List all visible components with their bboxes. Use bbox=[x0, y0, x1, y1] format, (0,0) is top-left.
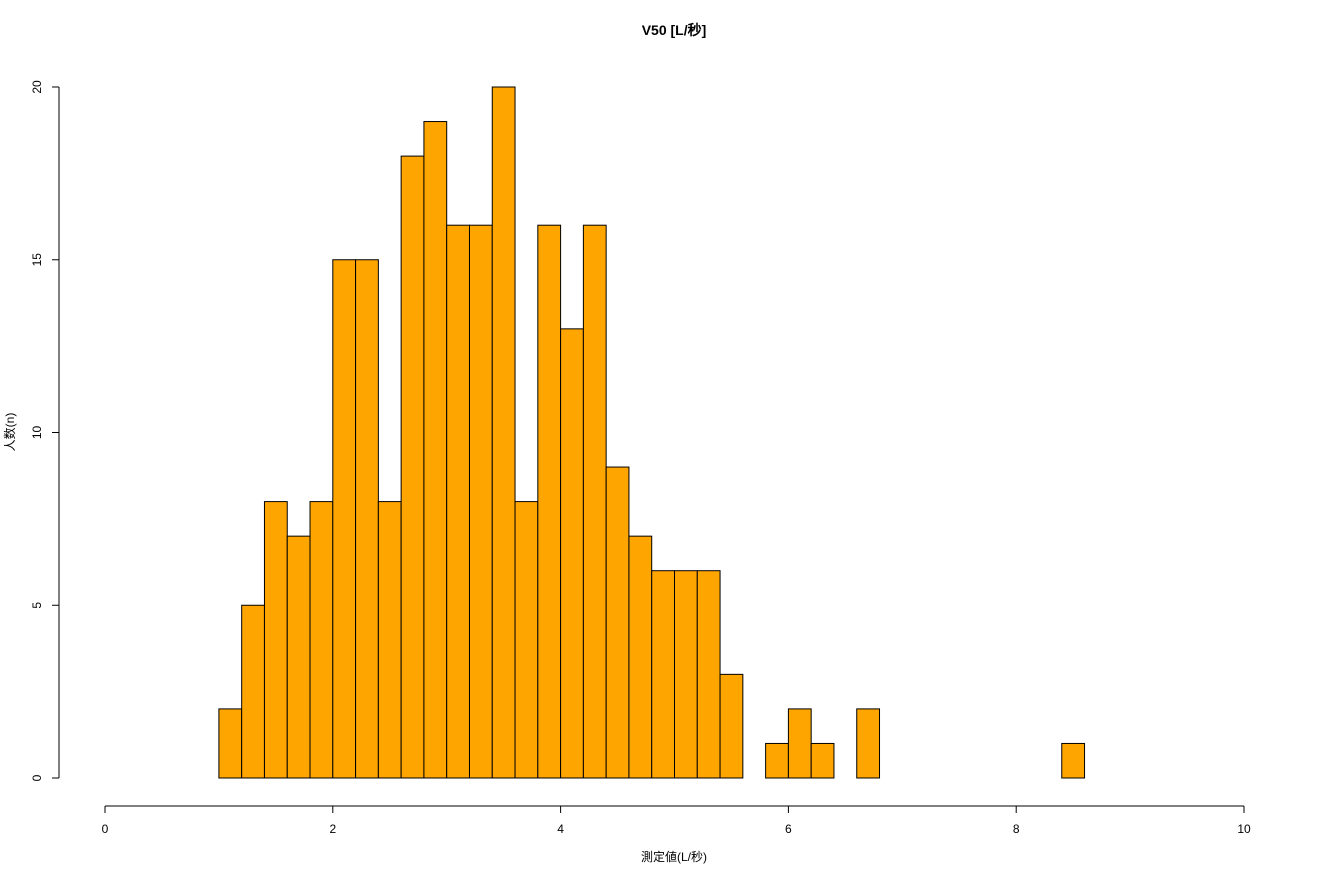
x-tick-label: 2 bbox=[329, 822, 336, 836]
histogram-bar bbox=[400, 155, 425, 779]
x-tick-label: 10 bbox=[1237, 822, 1251, 836]
x-axis-label: 測定値(L/秒) bbox=[641, 849, 707, 864]
histogram-bar bbox=[332, 259, 357, 779]
y-axis: 0 5 10 15 20 bbox=[30, 80, 60, 781]
histogram-bar bbox=[856, 708, 881, 779]
histogram-bar bbox=[810, 742, 835, 779]
x-tick-label: 6 bbox=[785, 822, 792, 836]
bars-group bbox=[218, 86, 1086, 779]
y-tick-label: 20 bbox=[30, 80, 44, 94]
histogram-bar bbox=[696, 570, 721, 779]
x-axis: 0 2 4 6 8 10 bbox=[102, 805, 1251, 836]
histogram-bar bbox=[560, 328, 584, 779]
y-tick-label: 5 bbox=[30, 602, 44, 609]
histogram-bar bbox=[309, 501, 334, 779]
histogram-bar bbox=[1061, 742, 1086, 779]
histogram-bar bbox=[468, 224, 493, 779]
y-tick-label: 15 bbox=[30, 253, 44, 267]
histogram-bar bbox=[423, 121, 448, 779]
y-tick-label: 0 bbox=[30, 774, 44, 781]
histogram-bar bbox=[787, 708, 812, 779]
histogram-bar bbox=[605, 466, 630, 779]
histogram-bar bbox=[355, 259, 379, 779]
histogram-bar bbox=[286, 535, 311, 779]
histogram-bar bbox=[446, 224, 470, 779]
x-tick-label: 8 bbox=[1013, 822, 1020, 836]
chart-title: V50 [L/秒] bbox=[642, 22, 707, 38]
histogram-bar bbox=[377, 501, 402, 779]
histogram-bar bbox=[263, 501, 288, 779]
y-tick-label: 10 bbox=[30, 426, 44, 440]
x-tick-label: 0 bbox=[102, 822, 109, 836]
histogram-bar bbox=[241, 604, 265, 779]
histogram-bar bbox=[651, 570, 675, 779]
histogram-bar bbox=[491, 86, 516, 779]
histogram-bar bbox=[537, 224, 562, 779]
histogram-bar bbox=[582, 224, 607, 779]
y-axis-label: 人数(n) bbox=[2, 413, 17, 452]
histogram-bar bbox=[218, 708, 243, 779]
histogram-bar bbox=[674, 570, 698, 779]
histogram-bar bbox=[719, 673, 744, 779]
histogram-bar bbox=[765, 742, 789, 779]
histogram-bar bbox=[514, 501, 539, 779]
x-tick-label: 4 bbox=[557, 822, 564, 836]
histogram-bar bbox=[628, 535, 653, 779]
